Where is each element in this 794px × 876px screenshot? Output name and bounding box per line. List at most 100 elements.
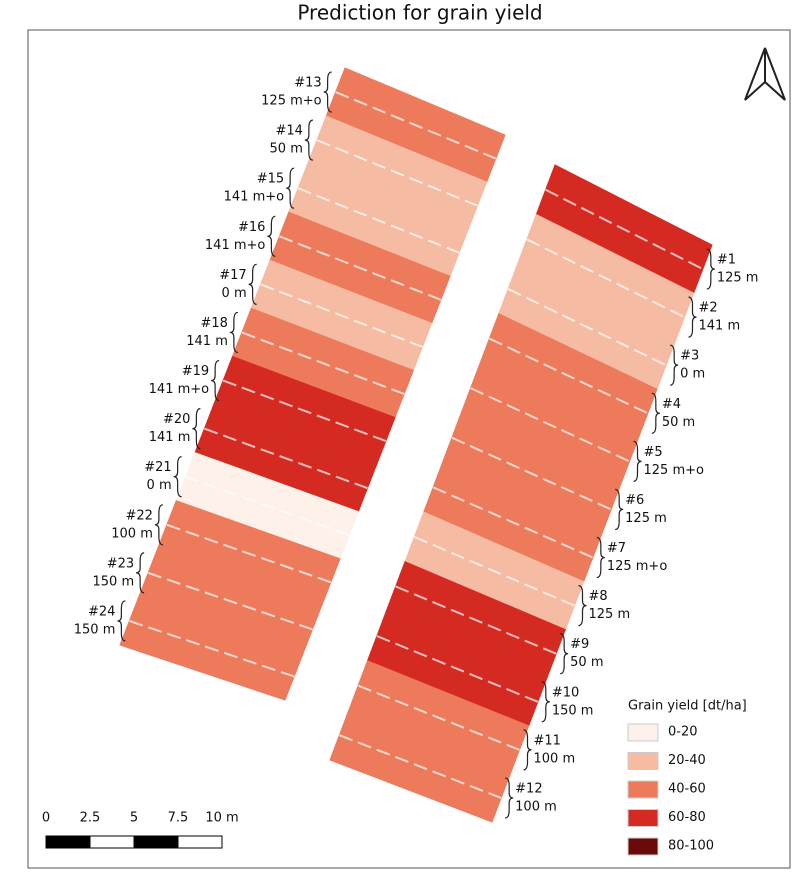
plot-treatment: 125 m+o <box>261 94 322 109</box>
plot-id: #17 <box>219 268 246 283</box>
label-brace <box>286 167 295 209</box>
tram-line <box>545 188 704 270</box>
plot-treatment: 141 m <box>186 334 228 349</box>
legend-swatch <box>627 809 659 827</box>
plot-treatment: 150 m <box>74 622 116 637</box>
tram-line <box>413 535 575 607</box>
legend-label: 20-40 <box>668 753 706 768</box>
label-brace <box>267 215 276 257</box>
plot-treatment: 100 m <box>534 751 576 766</box>
legend-swatch <box>627 780 659 799</box>
legend-label: 40-60 <box>668 782 706 797</box>
plot-id: #1 <box>717 253 736 268</box>
plot-id: #14 <box>275 124 302 139</box>
label-brace <box>523 729 532 771</box>
tram-line <box>451 436 612 511</box>
north-arrow <box>744 47 786 101</box>
plot-treatment: 50 m <box>270 142 303 157</box>
plot-treatment: 141 m+o <box>149 382 210 397</box>
scale-label: 5 <box>130 811 138 826</box>
label-brace <box>596 536 605 579</box>
plot-id: #13 <box>294 76 321 91</box>
plot-id: #21 <box>144 460 171 475</box>
tram-line <box>488 337 649 415</box>
tram-line <box>395 585 557 655</box>
label-brace <box>229 311 238 354</box>
label-brace <box>651 392 660 434</box>
legend-label: 80-100 <box>668 839 714 854</box>
plot-id: #4 <box>662 397 681 412</box>
label-brace <box>304 119 313 161</box>
legend-title: Grain yield [dt/ha] <box>628 699 747 714</box>
label-brace <box>211 359 220 402</box>
scale-label: 0 <box>42 811 50 826</box>
plot-id: #7 <box>607 541 626 556</box>
tram-line <box>376 635 539 703</box>
map-title: Prediction for grain yield <box>297 1 542 25</box>
tram-line <box>470 387 630 463</box>
tram-line <box>297 187 460 254</box>
plot-treatment: 125 m+o <box>607 559 668 574</box>
tram-line <box>147 571 313 631</box>
scale-segment <box>177 835 223 849</box>
plot-treatment: 141 m <box>699 319 741 334</box>
tram-line <box>185 475 350 537</box>
scale-label: 7.5 <box>168 811 189 826</box>
plot-id: #11 <box>534 733 561 748</box>
plot-treatment: 141 m+o <box>205 238 266 253</box>
plot-id: #5 <box>644 445 663 460</box>
plot-treatment: 0 m <box>222 286 247 301</box>
label-brace <box>706 248 715 290</box>
plot-id: #3 <box>680 349 699 364</box>
plot-treatment: 125 m+o <box>644 463 705 478</box>
plot-treatment: 150 m <box>552 703 594 718</box>
plot-id: #2 <box>699 301 718 316</box>
legend-label: 60-80 <box>668 810 706 825</box>
plot-treatment: 141 m <box>149 430 191 445</box>
scale-label: 2.5 <box>80 811 101 826</box>
scale-segment <box>133 835 179 849</box>
plot-id: #24 <box>88 604 115 619</box>
tram-line <box>507 288 667 367</box>
map-frame <box>27 29 791 869</box>
scale-segment <box>45 835 91 849</box>
plot-treatment: 100 m <box>515 799 557 814</box>
tram-line <box>241 331 405 395</box>
tram-line <box>526 238 685 319</box>
tram-line <box>222 379 387 442</box>
label-brace <box>633 440 642 482</box>
legend-label: 0-20 <box>668 725 698 740</box>
label-brace <box>154 504 163 546</box>
label-brace <box>248 263 257 305</box>
plot-id: #15 <box>257 172 284 187</box>
plot-treatment: 0 m <box>680 367 705 382</box>
plot-id: #16 <box>238 220 265 235</box>
scale-label: 10 m <box>205 811 238 826</box>
plot-treatment: 50 m <box>570 655 603 670</box>
label-brace <box>136 552 145 594</box>
plot-treatment: 150 m <box>93 574 135 589</box>
plot-id: #9 <box>570 637 589 652</box>
label-brace <box>323 71 332 113</box>
plot-treatment: 125 m <box>589 607 631 622</box>
legend-swatch <box>627 837 659 856</box>
plot-id: #8 <box>589 589 608 604</box>
scale-segment <box>89 835 135 849</box>
plot-treatment: 50 m <box>662 415 695 430</box>
plot-id: #12 <box>515 781 542 796</box>
plot-id: #6 <box>625 493 644 508</box>
tram-line <box>260 283 423 348</box>
plot-id: #18 <box>200 316 227 331</box>
tram-line <box>204 427 368 490</box>
plot-treatment: 125 m <box>625 511 667 526</box>
label-brace <box>578 585 587 627</box>
plot-treatment: 100 m <box>111 526 153 541</box>
label-brace <box>192 408 201 450</box>
plot-id: #10 <box>552 685 579 700</box>
tram-line <box>357 684 520 751</box>
plot-id: #22 <box>125 508 152 523</box>
plot-id: #19 <box>182 364 209 379</box>
plot-treatment: 0 m <box>147 478 172 493</box>
